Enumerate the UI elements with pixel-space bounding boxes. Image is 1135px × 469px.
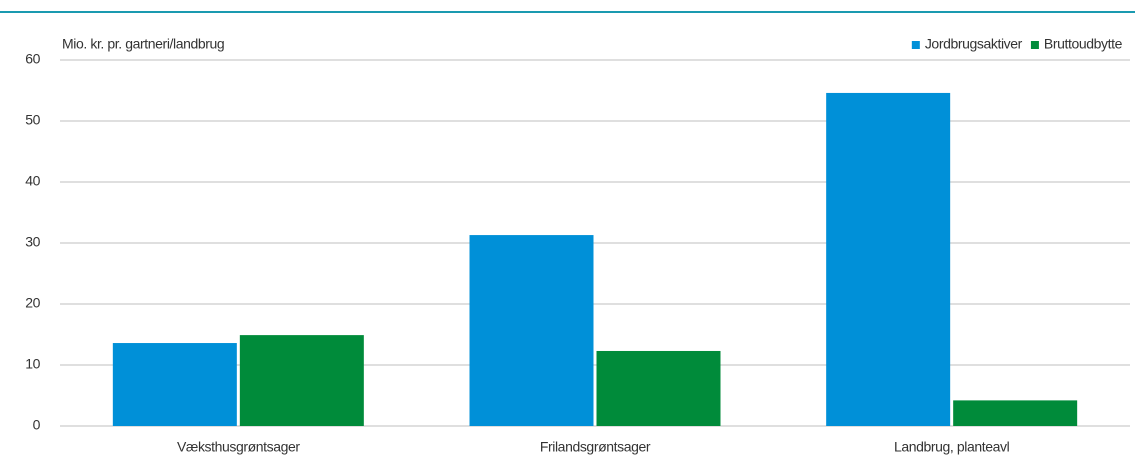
x-tick-label: Landbrug, planteavl [894, 439, 1010, 455]
y-tick-label: 10 [25, 356, 40, 372]
bar [469, 235, 594, 426]
y-tick-label: 30 [25, 234, 40, 250]
legend-swatch [911, 41, 920, 49]
y-tick-label: 60 [25, 51, 40, 67]
bar [112, 343, 237, 426]
bar [953, 400, 1078, 426]
legend-swatch [1030, 41, 1039, 49]
legend-label: Jordbrugsaktiver [925, 36, 1023, 52]
x-tick-label: Væksthusgrøntsager [177, 439, 300, 455]
y-tick-label: 0 [33, 417, 41, 433]
y-tick-label: 40 [25, 173, 40, 189]
y-axis-label: Mio. kr. pr. gartneri/landbrug [62, 36, 224, 52]
bar [239, 335, 364, 426]
bar [596, 350, 721, 426]
y-tick-label: 20 [25, 295, 40, 311]
x-tick-label: Frilandsgrøntsager [540, 439, 651, 455]
y-tick-label: 50 [25, 112, 40, 128]
bar [826, 92, 951, 426]
legend-label: Bruttoudbytte [1044, 36, 1123, 52]
